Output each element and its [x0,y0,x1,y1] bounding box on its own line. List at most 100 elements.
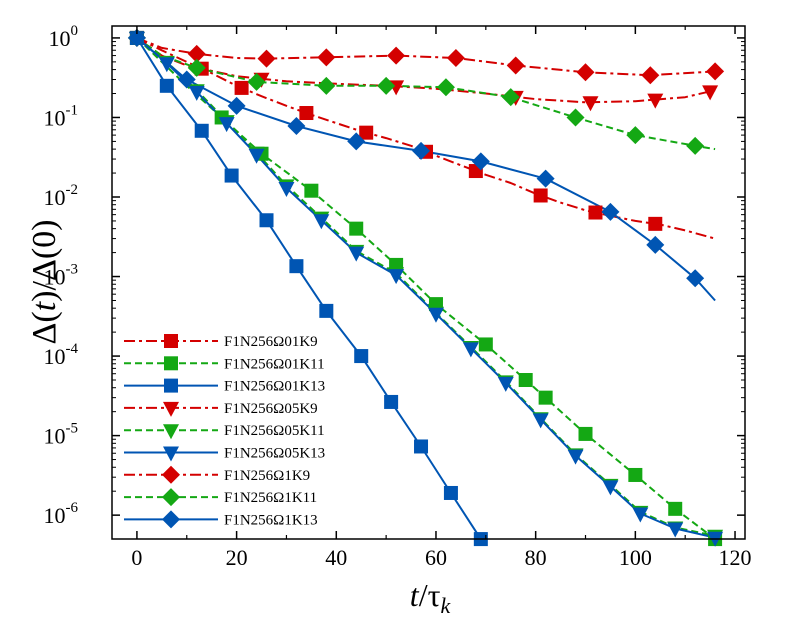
legend-label-3: F1N256Ω01K13 [224,379,325,395]
y-tick-label: 10-4 [44,341,79,369]
y-tick-base: 10 [44,503,66,528]
x-axis-label-var: t [410,577,420,613]
series-7-point [446,48,465,67]
legend-marker-7 [162,465,180,484]
series-6-point [567,449,584,465]
legend-label-7: F1N256Ω1K9 [224,468,310,484]
series-7-point [576,63,595,82]
series-1-point [299,106,314,121]
series-line-4 [136,37,716,104]
series-8-point [317,76,336,95]
series-7-point [257,49,276,68]
x-tick-label: 60 [425,545,447,570]
legend-marker-8 [162,488,180,507]
y-axis-label-var: t [26,300,63,311]
y-tick-exponent: -1 [66,102,79,118]
series-3-point [443,485,458,500]
legend-label-5: F1N256Ω05K11 [224,423,325,439]
series-line-7 [136,36,716,77]
series-3-point [224,168,239,183]
plot-frame [111,25,746,540]
legend: F1N256Ω01K9 F1N256Ω01K11 F1N256Ω01K13 F1N25… [124,334,325,529]
series-6-point [427,307,444,323]
series-2-point [538,390,553,405]
legend-marker-5 [163,424,179,440]
series-6-point [348,246,365,262]
series-2-point [304,183,319,198]
x-axis-label-sep: / [419,577,428,613]
series-8-point [377,76,396,95]
x-tick-label: 80 [525,545,547,570]
y-tick-base: 10 [44,424,66,449]
series-9-point [471,152,490,171]
series-2-point [668,501,683,516]
series-8-point [247,72,266,91]
series-1-point [234,80,249,95]
x-tick-label: 120 [719,545,752,570]
series-9-point [536,169,555,188]
legend-label-9: F1N256Ω1K13 [224,512,318,528]
y-tick-exponent: -2 [66,182,79,198]
series-line-2 [136,37,716,539]
series-8-point [626,126,645,145]
y-tick-exponent: -3 [66,262,79,278]
series-6-point [667,522,684,538]
series-9-point [601,202,620,221]
series-9-point [287,117,306,136]
series-2-point [578,426,593,441]
series-6-point [388,269,405,285]
y-axis-label-pre: Δ( [26,311,63,344]
x-axis-label-sub: k [440,593,451,618]
series-3-point [289,259,304,274]
legend-marker-3 [164,378,178,393]
y-tick-base: 10 [44,105,66,130]
legend-label-4: F1N256Ω05K9 [224,401,318,417]
legend-marker-9 [162,510,180,529]
x-tick-label: 20 [226,545,248,570]
y-tick-exponent: -6 [66,500,79,516]
y-tick-exponent: -5 [66,421,79,437]
y-tick-exponent: 0 [71,23,79,39]
y-tick-label: 10-1 [44,102,79,130]
series-6-point [497,376,514,392]
series-7-point [317,48,336,67]
y-tick-label: 100 [49,23,79,51]
series-1-point [588,205,603,220]
series-6-point [278,181,295,197]
y-tick-base: 10 [44,265,66,290]
series-9-point [347,132,366,151]
series-6-point [313,214,330,230]
legend-label-2: F1N256Ω01K11 [224,356,325,372]
series-6-point [602,480,619,496]
x-tick-label: 0 [131,545,142,570]
y-tick-label: 10-6 [44,500,79,528]
series-line-3 [136,37,482,539]
legend-label-6: F1N256Ω05K13 [224,446,325,462]
series-1-point [533,188,548,203]
y-tick-base: 10 [49,26,71,51]
series-8-point [436,78,455,97]
legend-marker-1 [164,334,178,348]
x-tick-label: 100 [619,545,652,570]
series-9-point [177,70,196,89]
series-3-point [354,349,369,364]
series-3-point [384,394,399,409]
y-tick-label: 10-5 [44,421,79,449]
series-9-point [127,28,146,47]
series-9-point [646,235,665,254]
series-4-point [582,96,599,112]
series-8-point [566,108,585,127]
series-4-point [702,85,719,101]
series-9-point [686,269,705,288]
series-7-point [187,44,206,63]
series-2-point [349,221,364,236]
series-3-point [259,213,274,228]
legend-marker-2 [164,356,178,371]
y-tick-base: 10 [44,185,66,210]
series-6-point [532,413,549,429]
y-axis-label: Δ(t)/Δ(0) [26,220,63,345]
series-3-point [194,123,209,138]
x-tick-label: 40 [325,545,347,570]
series-6-point [188,85,205,101]
series-7-point [706,62,725,81]
